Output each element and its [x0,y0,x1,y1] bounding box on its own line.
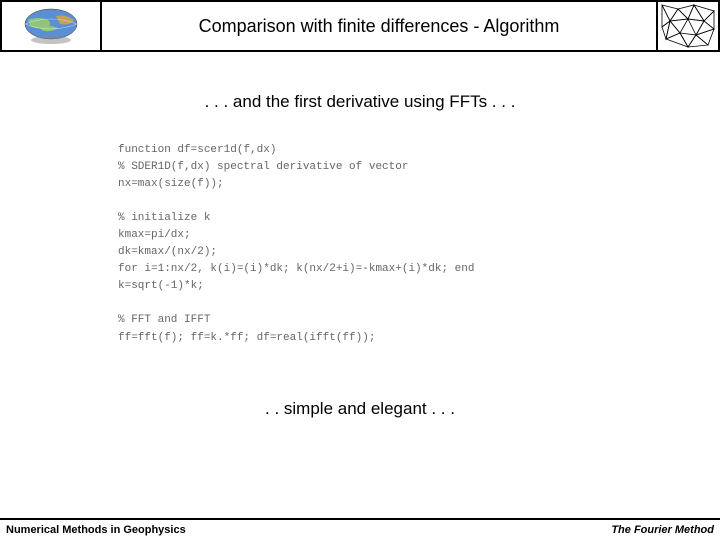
code-line: ff=fft(f); ff=k.*ff; df=real(ifft(ff)); [118,332,375,344]
footer-left: Numerical Methods in Geophysics [6,524,186,536]
code-line: k=sqrt(-1)*k; [118,280,204,292]
globe-icon [8,6,94,46]
code-line: % FFT and IFFT [118,314,210,326]
caption: . . simple and elegant . . . [0,399,720,419]
code-line: dk=kmax/(nx/2); [118,246,217,258]
slide-header: Comparison with finite differences - Alg… [0,0,720,52]
header-title-container: Comparison with finite differences - Alg… [102,2,656,50]
code-line: % SDER1D(f,dx) spectral derivative of ve… [118,161,408,173]
mesh-icon [660,3,716,49]
code-line: % initialize k [118,212,210,224]
slide-footer: Numerical Methods in Geophysics The Four… [0,518,720,540]
code-line: function df=scer1d(f,dx) [118,144,276,156]
code-line: nx=max(size(f)); [118,178,224,190]
header-logo-right [656,2,718,50]
footer-right: The Fourier Method [611,524,714,536]
code-line: kmax=pi/dx; [118,229,191,241]
subtitle: . . . and the first derivative using FFT… [0,92,720,112]
header-logo-left [2,2,102,50]
code-block: function df=scer1d(f,dx) % SDER1D(f,dx) … [118,142,720,347]
code-line: for i=1:nx/2, k(i)=(i)*dk; k(nx/2+i)=-km… [118,263,474,275]
slide-title: Comparison with finite differences - Alg… [199,16,560,37]
